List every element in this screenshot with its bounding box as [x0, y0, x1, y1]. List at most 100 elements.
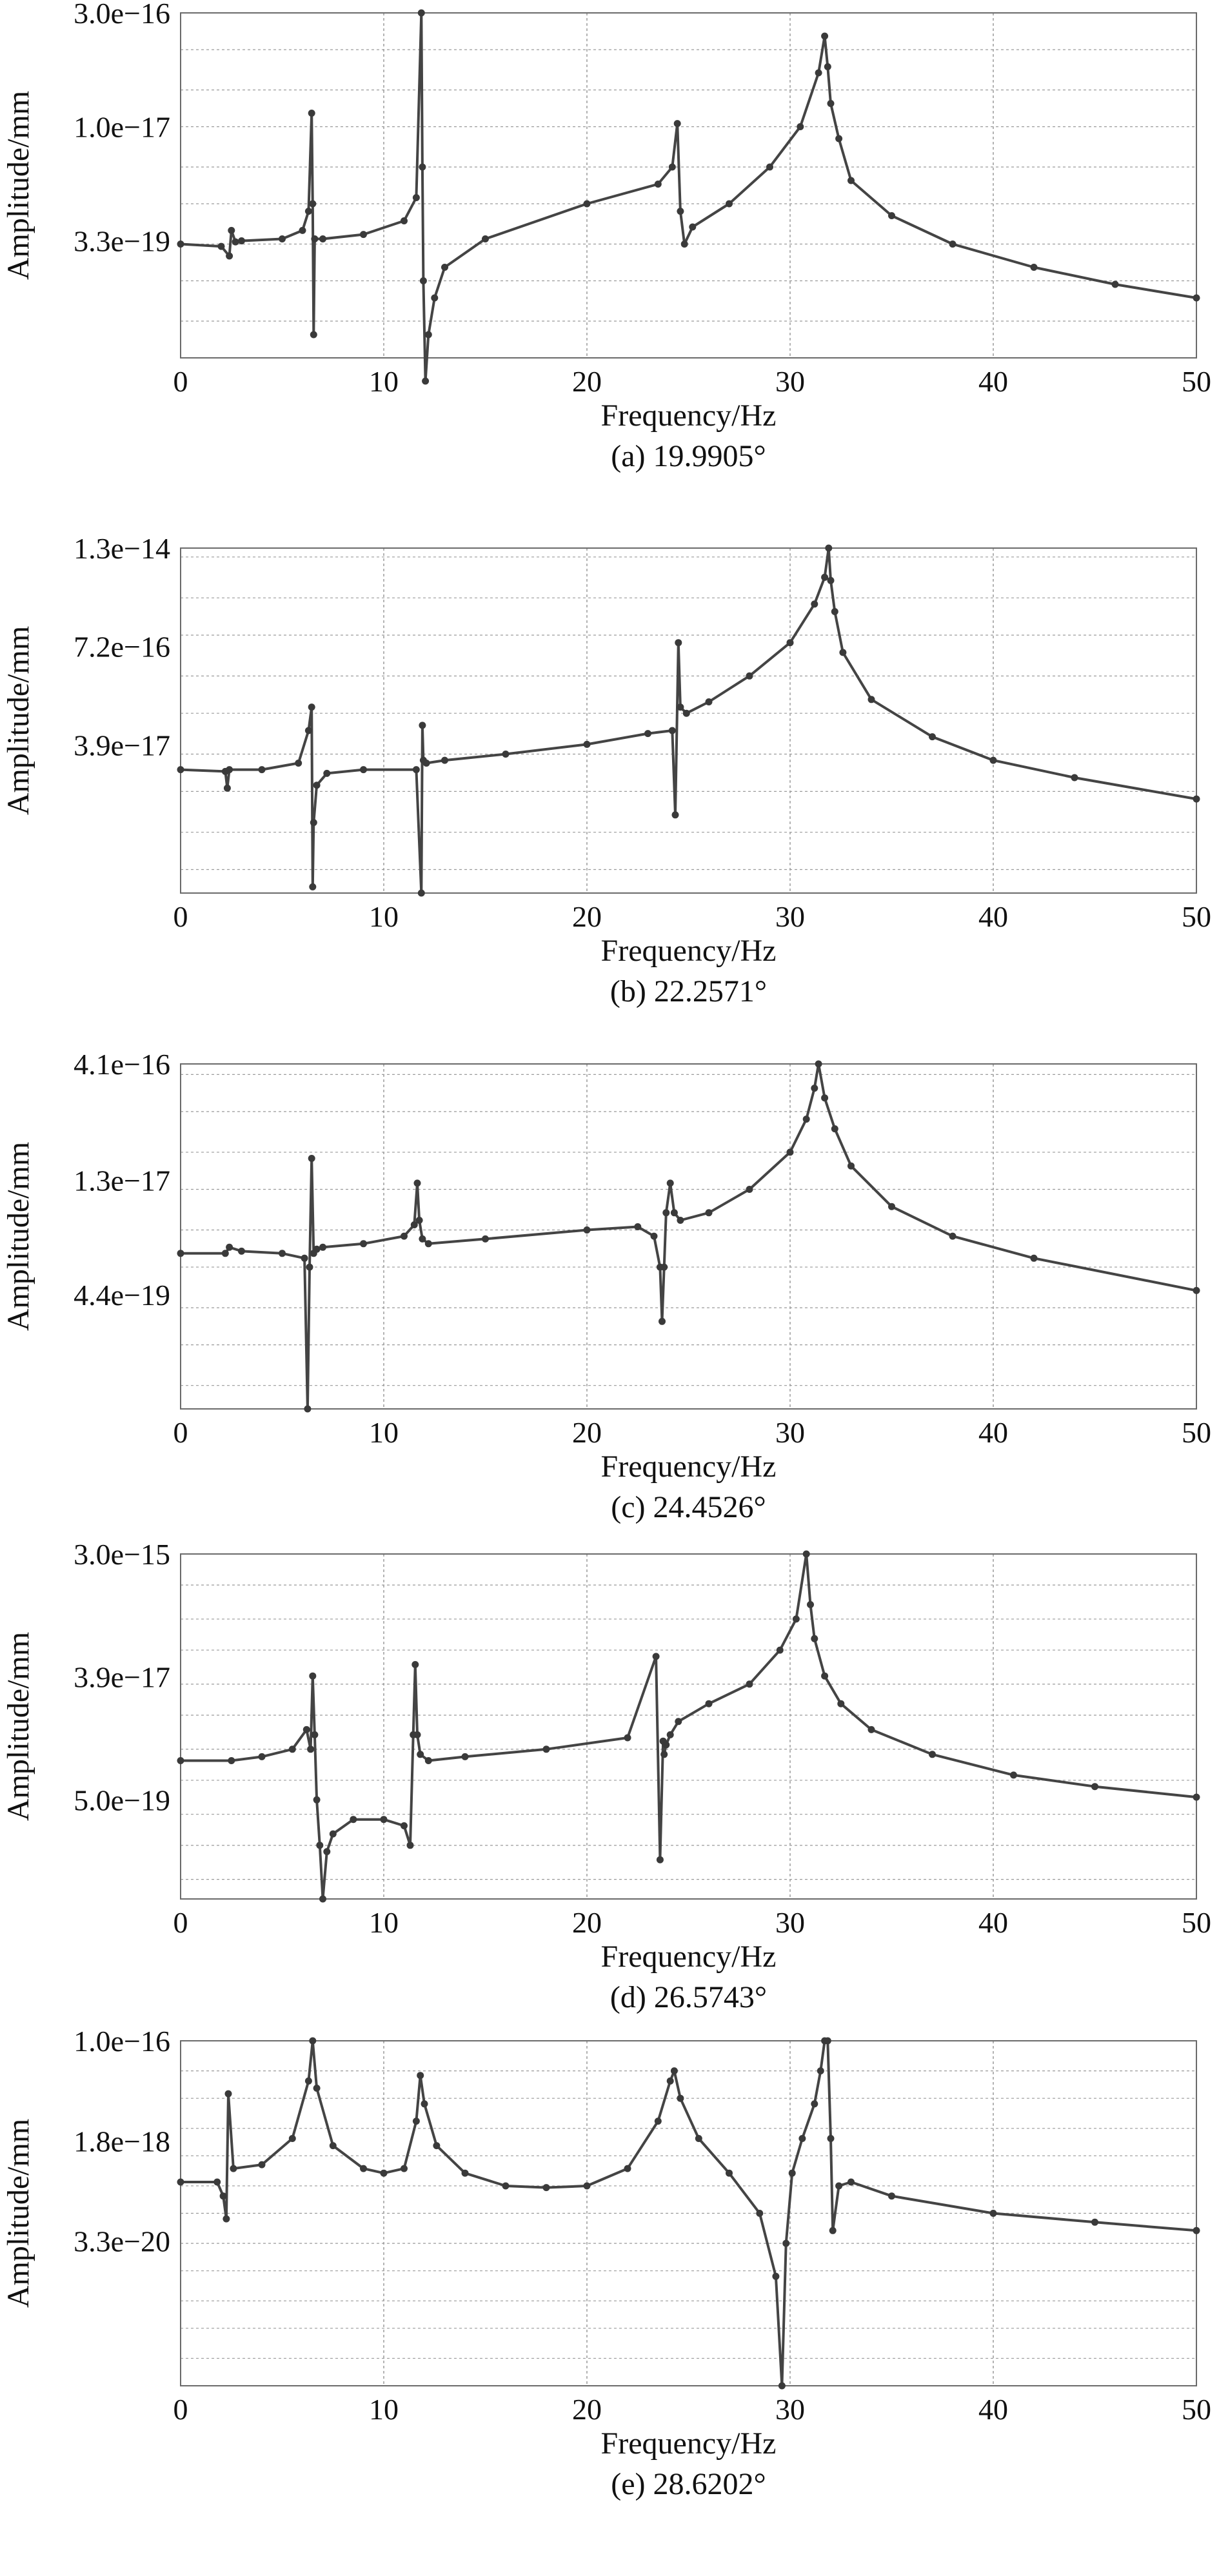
data-point [839, 649, 847, 656]
data-point [226, 252, 233, 260]
data-point [310, 819, 317, 827]
data-point [705, 1209, 713, 1217]
data-point [989, 2210, 997, 2217]
data-point [1091, 2218, 1098, 2226]
data-point [308, 110, 315, 117]
x-tick-label: 50 [1182, 900, 1211, 933]
panel-caption: (d) 26.5743° [610, 1980, 767, 2014]
chart-panel-b: 0 10 20 30 40 50 1.3e−14 7.2e−16 3.9e−17 Frequenc… [1, 532, 1211, 1008]
data-point [431, 294, 439, 302]
data-point [660, 1751, 668, 1758]
data-point [1010, 1771, 1017, 1779]
chart-panel-a: 0 10 20 30 40 50 3.0e−16 1.0e−17 3.3e−19 Frequenc… [1, 0, 1211, 473]
data-point [309, 883, 317, 890]
y-axis-label: Amplitude/mm [1, 626, 35, 815]
data-point [413, 1731, 421, 1738]
data-point [410, 1221, 418, 1228]
data-point [319, 1243, 326, 1251]
data-point [401, 217, 408, 224]
data-point [776, 1646, 784, 1654]
data-point [662, 1741, 670, 1749]
data-point [825, 544, 833, 552]
series-line [180, 12, 1197, 382]
data-point [695, 2135, 702, 2142]
data-point [323, 1848, 331, 1856]
data-point [219, 2192, 227, 2200]
data-point [304, 1405, 312, 1413]
data-point [726, 200, 733, 208]
x-tick-label: 0 [173, 1906, 188, 1939]
data-point [989, 756, 997, 764]
x-tick-label: 0 [173, 1416, 188, 1449]
data-point [644, 730, 651, 738]
data-point [217, 242, 225, 250]
y-tick-label: 3.0e−15 [74, 1538, 170, 1571]
data-point [705, 1700, 713, 1707]
data-point [583, 200, 591, 208]
x-tick-label: 0 [173, 365, 188, 398]
y-tick-label: 4.4e−19 [74, 1279, 170, 1312]
data-point [624, 2165, 631, 2172]
x-tick-label: 10 [369, 900, 399, 933]
data-point [811, 1635, 818, 1642]
data-point [1071, 774, 1078, 782]
series-line [181, 1553, 1197, 1900]
data-point [797, 123, 804, 130]
data-point [746, 672, 753, 680]
y-tick-label: 3.9e−17 [74, 1660, 170, 1693]
data-point [313, 782, 321, 789]
data-point [827, 576, 835, 584]
x-tick-label: 40 [978, 1416, 1008, 1449]
data-point [258, 766, 266, 774]
data-point [867, 1726, 875, 1733]
data-point [502, 751, 510, 758]
data-point [811, 2100, 818, 2108]
data-point [726, 2169, 733, 2177]
data-point [675, 1718, 682, 1726]
data-point [837, 1700, 845, 1707]
data-point [670, 2067, 678, 2075]
x-axis-label: Frequency/Hz [601, 398, 777, 433]
data-point [308, 703, 315, 711]
data-point [847, 1162, 855, 1170]
data-point [417, 889, 425, 897]
data-point [323, 769, 331, 777]
data-point [306, 1263, 313, 1271]
data-point [827, 100, 835, 107]
x-tick-label: 10 [369, 2393, 399, 2426]
y-axis-label: Amplitude/mm [1, 1632, 35, 1821]
data-point [311, 1731, 319, 1738]
data-point [411, 1661, 419, 1668]
data-point [417, 2072, 424, 2079]
data-point [307, 1745, 315, 1753]
panel-caption: (b) 22.2571° [610, 974, 767, 1008]
data-point [502, 2182, 510, 2190]
data-point [302, 1726, 310, 1733]
data-point [433, 2142, 441, 2150]
x-tick-label: 50 [1182, 2393, 1211, 2426]
data-point [482, 1235, 489, 1243]
x-tick-label: 20 [572, 365, 602, 398]
panel-caption: (e) 28.6202° [611, 2467, 766, 2501]
y-tick-label: 3.3e−20 [74, 2225, 170, 2257]
x-tick-label: 50 [1182, 365, 1211, 398]
data-point [786, 1148, 794, 1156]
chart-panel-d: 0 10 20 30 40 50 3.0e−15 3.9e−17 5.0e−19 Frequenc… [1, 1538, 1211, 2014]
data-point [319, 1895, 326, 1903]
x-tick-label: 40 [978, 900, 1008, 933]
data-point [228, 226, 235, 234]
data-point [829, 2227, 837, 2234]
data-point [1091, 1783, 1098, 1791]
data-point [482, 235, 489, 242]
data-point [221, 1250, 229, 1257]
y-tick-label: 7.2e−16 [74, 630, 170, 663]
data-point [360, 766, 367, 774]
data-point [835, 135, 843, 143]
x-tick-label: 30 [775, 1906, 805, 1939]
data-point [1030, 1254, 1038, 1262]
data-point [583, 2182, 591, 2190]
data-point [313, 1245, 321, 1253]
data-point [412, 766, 420, 774]
x-tick-label: 20 [572, 1416, 602, 1449]
data-point [634, 1223, 642, 1230]
